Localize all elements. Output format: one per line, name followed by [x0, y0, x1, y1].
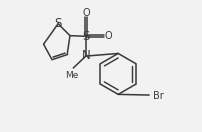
- Text: N: N: [81, 49, 90, 62]
- Text: O: O: [104, 31, 112, 41]
- Text: O: O: [82, 8, 90, 18]
- Text: S: S: [54, 17, 62, 30]
- Text: Me: Me: [65, 71, 79, 80]
- Text: Br: Br: [153, 91, 164, 101]
- Text: S: S: [82, 30, 89, 43]
